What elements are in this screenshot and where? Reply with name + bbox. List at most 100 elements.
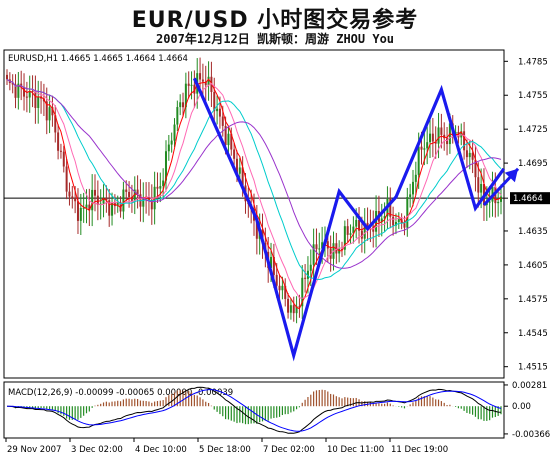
candle-body <box>45 101 48 121</box>
candle-body <box>383 216 386 219</box>
candle-body <box>281 285 284 291</box>
candle-body <box>17 83 20 98</box>
candle-body <box>150 199 153 210</box>
macd-label: MACD(12,26,9) -0.00099 -0.00065 0.00000 … <box>8 388 233 398</box>
macd-signal-line <box>6 389 502 432</box>
candle-body <box>216 108 219 112</box>
candle-body <box>125 189 128 192</box>
candle-body <box>275 274 278 286</box>
candle-body <box>136 189 139 195</box>
candle-body <box>187 83 190 86</box>
candle-body <box>51 107 54 116</box>
candle-body <box>352 226 355 234</box>
candle-body <box>59 150 62 152</box>
moving-average-line-4 <box>6 78 502 269</box>
candle-body <box>426 142 429 149</box>
candle-body <box>82 207 85 209</box>
candle-body <box>184 83 187 108</box>
price-tick-label: 1.4545 <box>518 329 548 339</box>
candle-body <box>116 202 119 207</box>
macd-tick-label: 0.00 <box>512 402 531 412</box>
candle-body <box>128 191 131 197</box>
candle-body <box>14 84 17 98</box>
candle-body <box>122 189 125 212</box>
candle-body <box>62 151 65 167</box>
candle-body <box>105 197 108 201</box>
moving-average-line-2 <box>6 78 502 299</box>
macd-tick-label: -0.00366 <box>512 430 550 440</box>
candle-body <box>338 249 341 254</box>
candle-body <box>238 167 241 174</box>
current-price-label: 1.4664 <box>513 194 543 204</box>
candle-body <box>28 91 31 98</box>
candle-body <box>91 189 94 211</box>
candle-body <box>111 202 114 216</box>
time-tick-label: 7 Dec 02:00 <box>263 445 315 455</box>
price-tick-label: 1.4725 <box>518 125 548 135</box>
candle-body <box>85 204 88 208</box>
candle-body <box>477 177 480 193</box>
price-tick-label: 1.4755 <box>518 91 548 101</box>
candle-body <box>306 270 309 279</box>
candle-body <box>394 222 397 226</box>
candle-body <box>34 91 37 108</box>
candle-body <box>170 140 173 145</box>
chart-title: EUR/USD 小时图交易参考 <box>131 8 419 33</box>
candle-body <box>420 146 423 150</box>
current-price-box <box>510 192 550 205</box>
candle-body <box>272 256 275 275</box>
candle-body <box>403 223 406 228</box>
candle-body <box>349 233 352 235</box>
candle-body <box>76 201 79 221</box>
candle-body <box>270 256 273 268</box>
candle-body <box>366 222 369 226</box>
candle-body <box>102 197 105 204</box>
candle-body <box>176 107 179 125</box>
candle-body <box>159 186 162 189</box>
time-tick-label: 4 Dec 10:00 <box>135 445 187 455</box>
candle-body <box>434 141 437 144</box>
candle-body <box>57 132 60 151</box>
price-tick-label: 1.4605 <box>518 261 548 271</box>
candle-body <box>241 167 244 186</box>
candle-body <box>230 133 233 150</box>
candle-body <box>301 277 304 307</box>
candle-body <box>190 84 193 86</box>
candle-body <box>431 133 434 142</box>
candle-body <box>360 230 363 239</box>
candle-body <box>471 152 474 160</box>
candle-body <box>292 305 295 314</box>
candle-body <box>463 131 466 151</box>
candle-body <box>363 222 366 239</box>
candle-body <box>94 189 97 196</box>
annotation-arrow-head <box>504 168 519 183</box>
candle-body <box>295 306 298 314</box>
candle-body <box>380 218 383 222</box>
candle-body <box>335 243 338 254</box>
candle-body <box>392 216 395 226</box>
candle-body <box>474 159 477 178</box>
candle-body <box>417 146 420 175</box>
candle-body <box>235 158 238 174</box>
candle-body <box>23 87 26 97</box>
candle-body <box>218 108 221 117</box>
candle-body <box>227 133 230 146</box>
candle-body <box>287 298 290 313</box>
candle-body <box>284 285 287 299</box>
candle-body <box>48 107 51 121</box>
price-tick-label: 1.4785 <box>518 57 548 67</box>
candle-body <box>497 201 500 204</box>
candle-body <box>108 200 111 216</box>
candle-body <box>233 149 236 159</box>
candle-body <box>278 285 281 291</box>
moving-average-line-3 <box>6 78 502 281</box>
candle-body <box>79 208 82 221</box>
candle-body <box>309 264 312 271</box>
price-tick-label: 1.4515 <box>518 363 548 373</box>
price-tick-label: 1.4695 <box>518 159 548 169</box>
candle-body <box>329 248 332 259</box>
candle-body <box>179 102 182 108</box>
candle-body <box>389 198 392 217</box>
candle-body <box>201 79 204 82</box>
symbol-info-label: EURUSD,H1 1.4665 1.4665 1.4664 1.4664 <box>8 54 188 64</box>
